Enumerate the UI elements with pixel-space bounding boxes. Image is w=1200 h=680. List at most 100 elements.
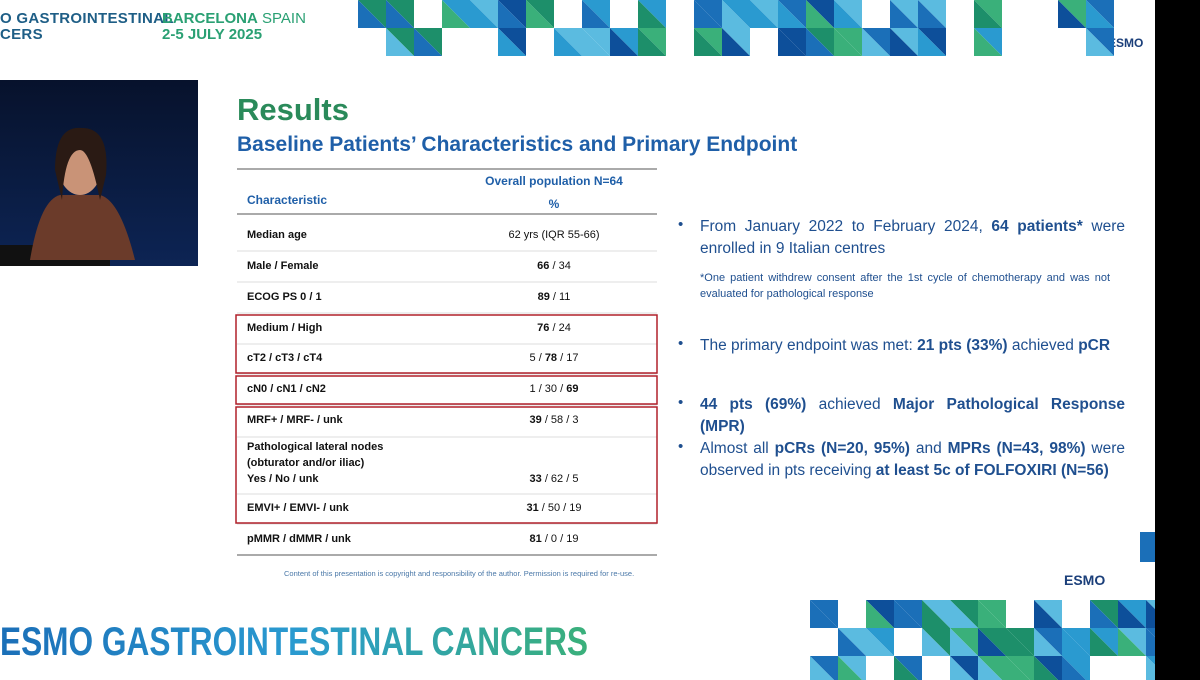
triangle [950,656,978,680]
text-part: were enrolled in 9 Italian centres [700,218,1125,257]
highlight-box [235,314,658,374]
triangle [1062,656,1090,680]
row-label: Medium / High [247,321,323,334]
triangle [498,0,526,28]
triangle [526,0,554,28]
triangle [1034,656,1058,680]
text-part: From January 2022 to February 2024, [700,218,992,235]
logo-bg [1105,33,1151,51]
triangle [866,600,894,628]
event-name: CERS [0,26,43,43]
bullet-dot: • [678,216,684,233]
triangle [1086,28,1114,56]
text-part: achieved [1007,337,1079,354]
triangle [1090,600,1118,628]
triangle [1034,656,1062,680]
triangle [1006,628,1034,656]
triangle [810,656,834,680]
event-name: O GASTROINTESTINAL [0,10,174,27]
triangle [358,0,386,28]
text-part: at least 5c of FOLFOXIRI (N=56) [875,462,1109,479]
row-value: 81 / 0 / 19 [454,533,654,545]
triangle [1062,656,1086,680]
slide-logo: ESMO [1064,572,1105,588]
event-date: 2-5 JULY 2025 [162,26,263,43]
slide-subtitle: Baseline Patients’ Characteristics and P… [237,133,798,156]
triangle [470,0,498,28]
bullet: Almost all pCRs (N=20, 95%) and MPRs (N=… [700,438,1125,482]
triangle [918,0,946,28]
row-value: 33 / 62 / 5 [454,473,654,485]
header-logo: ESMO [1108,36,1143,50]
triangle [834,28,862,56]
row-sublabel: Yes / No / unk [247,473,319,485]
row-label: ECOG PS 0 / 1 [247,290,322,303]
triangle [694,28,722,56]
triangle [498,28,526,56]
text-part: pCR [1078,337,1111,354]
city: BARCELONA [162,10,258,27]
text-part: 78 [544,352,558,364]
triangle [950,600,978,628]
bullet-dot: • [678,394,684,411]
triangle [1090,628,1118,656]
triangle [1058,0,1086,28]
text-part: / 34 [549,259,571,272]
triangle [978,628,1006,656]
triangle [554,28,582,56]
triangle [1118,628,1146,656]
triangle [890,0,918,28]
row-value: 62 yrs (IQR 55-66) [454,229,654,241]
bullet: 44 pts (69%) achieved Major Pathological… [700,394,1125,438]
triangle [978,656,1006,680]
triangle [638,28,666,56]
text-part: / 0 / 19 [541,532,579,545]
triangle [922,600,950,628]
row-value: 31 / 50 / 19 [454,502,654,514]
triangle [386,28,414,56]
triangle [1006,656,1030,680]
event-city: BARCELONA SPAIN [162,10,306,27]
decor-square [1140,532,1155,562]
table-header: Overall population N=64 [485,174,623,188]
triangle [610,28,638,56]
country: SPAIN [257,10,306,27]
triangle [638,0,666,28]
text-part: / 17 [557,352,579,364]
triangle [978,600,1006,628]
triangle [414,28,442,56]
text-part: The primary endpoint was met: [700,337,918,354]
triangle [974,0,1002,28]
highlight-box [235,375,658,405]
triangle [694,0,722,28]
row-label: Median age [247,229,307,241]
text-part: 33 [529,473,542,485]
highlight-box [235,406,658,524]
triangle [1034,600,1062,628]
triangle [890,28,918,56]
text-part: and [909,440,948,457]
triangle [978,656,1002,680]
text-part: were observed in pts receiving [700,440,1125,479]
triangle [582,28,610,56]
slide-title: Results [237,92,349,127]
triangle [806,0,834,28]
triangle [1006,656,1034,680]
text-part: 69 [566,382,579,395]
triangle [894,600,922,628]
row-value: 89 / 11 [454,291,654,303]
text-part: / 62 / 5 [541,473,579,485]
bullet: From January 2022 to February 2024, 64 p… [700,216,1125,260]
row-value: 66 / 34 [454,260,654,272]
triangle [950,656,974,680]
triangle-pattern [358,0,1174,680]
triangle [1086,0,1114,28]
triangle [862,28,890,56]
text-part: Major Pathological Response (MPR) [700,396,1126,435]
speaker-hair [55,127,107,200]
text-part: MPRs (N=43, 98%) [947,440,1086,457]
table-header: % [548,197,560,211]
text-part: 21 pts (33%) [917,337,1008,354]
